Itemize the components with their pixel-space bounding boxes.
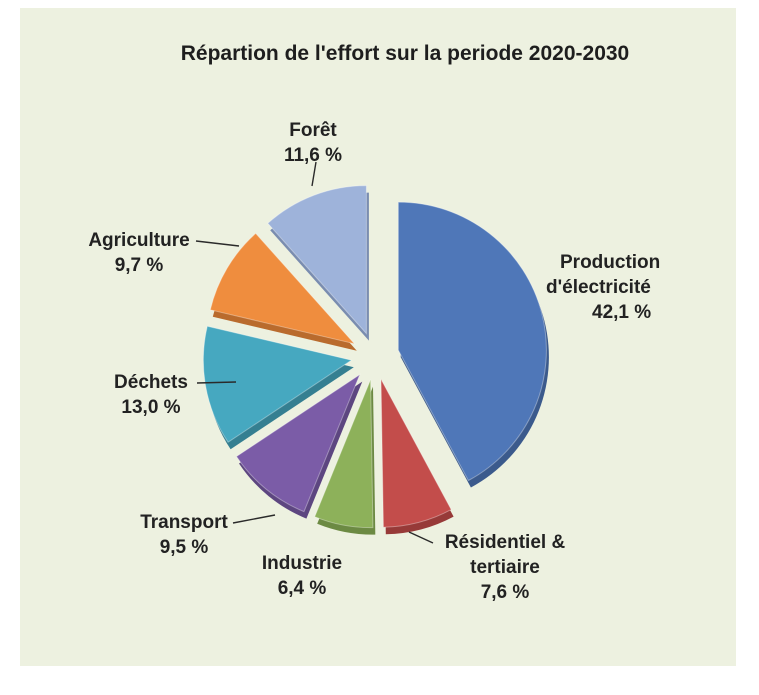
slice-value-label-transport: 9,5 % xyxy=(160,537,209,558)
pie-slice-industrie xyxy=(314,379,374,529)
slice-name-label-industrie: Industrie xyxy=(262,553,342,574)
slice-name-label-production-d-electricite: Production xyxy=(560,252,660,273)
leader-line-agriculture xyxy=(195,240,240,247)
pie-slice-residentiel-tertiaire xyxy=(380,378,452,528)
slice-value-label-foret: 11,6 % xyxy=(284,145,342,166)
slice-name-label-transport: Transport xyxy=(140,512,228,533)
slice-value-label-residentiel-tertiaire: 7,6 % xyxy=(481,582,530,603)
slice-value-label-dechets: 13,0 % xyxy=(121,397,180,418)
slice-name-label-residentiel-tertiaire: tertiaire xyxy=(470,557,540,578)
pie-slice-agriculture xyxy=(209,232,356,345)
slice-value-label-agriculture: 9,7 % xyxy=(115,255,164,276)
leader-line-residentiel-tertiaire xyxy=(408,531,434,544)
slice-name-label-residentiel-tertiaire: Résidentiel & xyxy=(445,532,566,553)
slice-name-label-production-d-electricite: d'électricité xyxy=(546,277,651,298)
pie-slice-transport xyxy=(235,373,361,513)
chart-panel xyxy=(20,8,736,666)
pie-slices xyxy=(202,185,549,535)
leader-line-foret xyxy=(311,161,317,187)
slice-name-label-foret: Forêt xyxy=(289,120,337,141)
pie-slice-dechets xyxy=(202,325,353,443)
pie-slice-production-d-electricite xyxy=(397,201,547,482)
pie-slice-foret xyxy=(267,185,367,335)
slice-name-label-dechets: Déchets xyxy=(114,372,188,393)
slice-value-label-industrie: 6,4 % xyxy=(278,578,327,599)
slice-labels: Production d'électricité 42,1 % Résidentiel… xyxy=(88,120,660,603)
leader-line-transport xyxy=(232,514,276,524)
chart-title: Répartion de l'effort sur la periode 202… xyxy=(181,42,629,65)
leader-line-dechets xyxy=(196,381,237,384)
slice-value-label-production-d-electricite: 42,1 % xyxy=(592,302,651,323)
slice-name-label-agriculture: Agriculture xyxy=(88,230,189,251)
